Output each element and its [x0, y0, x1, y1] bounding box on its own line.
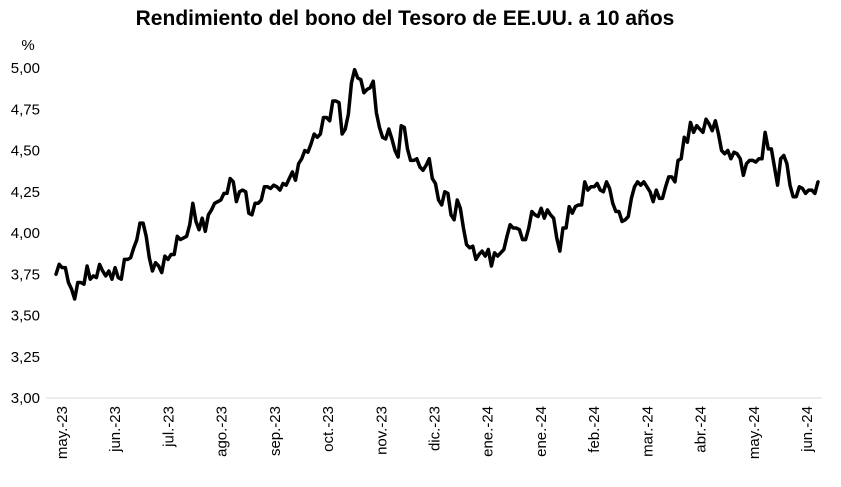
x-tick-label: may.-23	[54, 406, 71, 459]
y-tick-label: 3,25	[11, 349, 40, 366]
y-tick-label: 4,75	[11, 101, 40, 118]
y-tick-label: 5,00	[11, 60, 40, 77]
x-tick-label: sep.-23	[267, 406, 284, 456]
x-tick-label: jul.-23	[160, 406, 177, 448]
x-tick-label: dic.-23	[427, 406, 444, 451]
x-tick-label: jun.-23	[107, 406, 124, 453]
x-tick-label: ene.-24	[480, 406, 497, 457]
y-tick-label: 4,25	[11, 184, 40, 201]
x-tick-label: may.-24	[746, 406, 763, 459]
x-tick-label: ene.-24	[533, 406, 550, 457]
series-line-yield	[54, 67, 820, 301]
y-tick-label: 4,00	[11, 225, 40, 242]
y-tick-label: 3,00	[11, 390, 40, 407]
x-tick-label: oct.-23	[320, 406, 337, 452]
x-tick-label: feb.-24	[586, 406, 603, 453]
y-tick-label: 3,75	[11, 266, 40, 283]
x-axis-ticks: may.-23 jun.-23 jul.-23 ago.-23 sep.-23 oct.-…	[54, 406, 816, 459]
y-tick-label: 4,50	[11, 143, 40, 160]
y-tick-label: 3,50	[11, 308, 40, 325]
x-tick-label: abr.-24	[693, 406, 710, 453]
x-tick-label: ago.-23	[214, 406, 231, 457]
x-tick-label: jun.-24	[799, 406, 816, 453]
x-tick-label: mar.-24	[639, 406, 656, 457]
y-axis-ticks: 5,00 4,75 4,50 4,25 4,00 3,75 3,50 3,25 3,00	[11, 60, 40, 407]
y-axis-unit-label: %	[21, 37, 34, 54]
x-tick-label: nov.-23	[373, 406, 390, 455]
chart-title: Rendimiento del bono del Tesoro de EE.UU…	[136, 7, 675, 30]
